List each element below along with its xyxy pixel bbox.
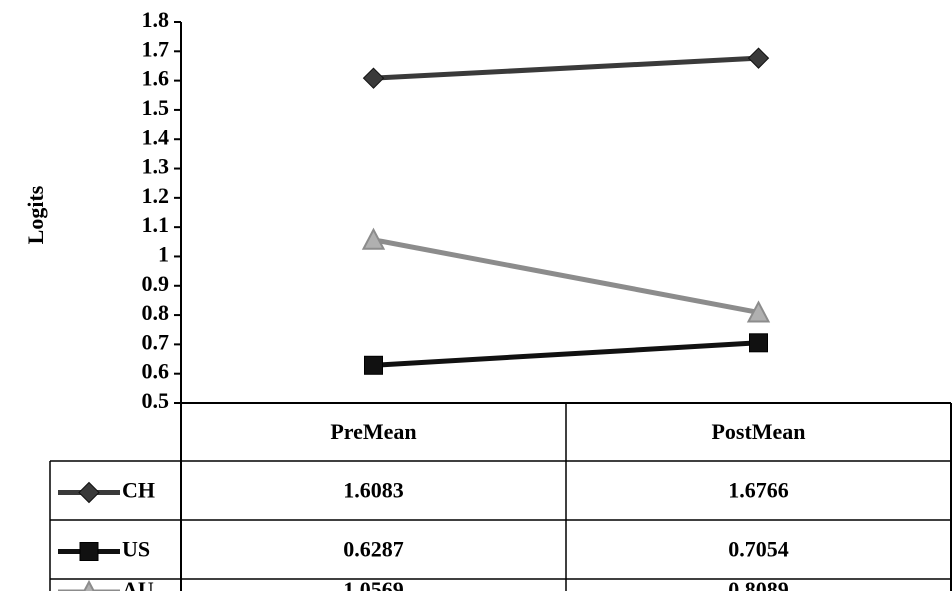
data-point-ch <box>747 47 770 69</box>
table-header-postmean: PostMean <box>711 419 805 444</box>
table-cell-value: 0.8089 <box>728 577 789 591</box>
legend-key-marker-ch <box>78 481 100 504</box>
y-tick-label: 1 <box>158 242 169 267</box>
legend-key-marker-au <box>83 579 95 591</box>
y-tick-label: 1.2 <box>142 183 170 208</box>
y-tick-label: 1.7 <box>142 36 170 61</box>
data-point-us <box>364 355 383 375</box>
y-tick-label: 0.7 <box>142 329 170 354</box>
data-table: PreMean PostMean CH 1.6083 1.6766 US 0.6287 0.7… <box>49 403 952 591</box>
series-line-au <box>373 237 759 315</box>
legend-label-ch: CH <box>122 478 155 503</box>
y-tick-label: 1.1 <box>142 212 170 237</box>
y-axis-ticks: 0.5 0.6 0.7 0.8 0.9 1 1.1 1.2 1.3 1.4 1.5 1.6 1.7 1.8 <box>142 7 181 413</box>
y-tick-label: 0.9 <box>142 271 170 296</box>
y-tick-label: 1.3 <box>142 154 170 179</box>
table-cell-value: 1.6766 <box>728 478 789 503</box>
series-line-us <box>373 340 759 368</box>
table-cell-value: 1.0569 <box>343 577 404 591</box>
data-point-au <box>746 300 771 323</box>
data-point-au <box>361 227 386 250</box>
y-tick-label: 1.8 <box>142 7 170 32</box>
series-lines <box>361 47 771 375</box>
y-tick-label: 0.8 <box>142 300 170 325</box>
table-cell-value: 1.6083 <box>343 478 404 503</box>
y-tick-label: 1.5 <box>142 95 170 120</box>
table-cell-value: 0.6287 <box>343 537 404 562</box>
series-line-ch <box>373 55 759 81</box>
y-tick-label: 1.6 <box>142 66 170 91</box>
y-tick-label: 0.5 <box>142 388 170 413</box>
y-axis-label: Logits <box>23 185 48 244</box>
table-header-premean: PreMean <box>330 419 416 444</box>
legend-key-marker-us <box>79 542 99 561</box>
data-point-us <box>749 333 768 353</box>
table-cell-value: 0.7054 <box>728 537 789 562</box>
legend-label-au: AU <box>122 577 154 591</box>
y-tick-label: 1.4 <box>142 124 170 149</box>
legend-label-us: US <box>122 537 150 562</box>
data-point-ch <box>362 67 385 89</box>
y-tick-label: 0.6 <box>142 359 170 384</box>
